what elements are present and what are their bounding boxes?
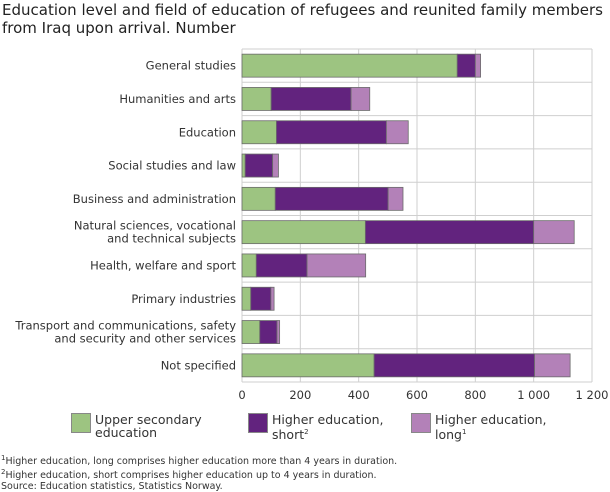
- bar-segment: [387, 186, 404, 211]
- bar-chart: 0 200 400 600 800 1 000 1 200 General studies Hu…: [14, 48, 609, 402]
- chart-title: Education level and field of education o…: [2, 1, 603, 37]
- footnote: 2Higher education, short comprises highe…: [1, 468, 377, 482]
- category-label: Education: [179, 125, 236, 139]
- category-label: General studies: [146, 59, 236, 73]
- bar-segment: [241, 186, 276, 211]
- x-tick-label: 1 200: [576, 388, 609, 402]
- category-label: Humanities and arts: [119, 92, 236, 106]
- category-label: Transport and communications, safety and …: [14, 319, 236, 346]
- bar-segment: [385, 120, 409, 145]
- x-tick-label: 600: [406, 388, 428, 402]
- x-tick-label: 800: [464, 388, 486, 402]
- legend-swatch: [248, 413, 268, 433]
- bar-segment: [241, 286, 252, 311]
- legend-swatch: [71, 413, 91, 433]
- x-tick-label: 0: [238, 388, 245, 402]
- bar-segment: [241, 153, 246, 178]
- bar-segment: [241, 353, 375, 378]
- legend-label: Higher education, long1: [435, 412, 547, 443]
- bar-segment: [241, 320, 261, 344]
- x-tick-label: 400: [348, 388, 370, 402]
- bar-segment: [244, 153, 274, 178]
- footnotes: 1Higher education, long comprises higher…: [1, 453, 397, 492]
- x-tick-label: 1 000: [517, 388, 550, 402]
- bar-segment: [241, 253, 257, 278]
- bar-segment: [259, 320, 278, 344]
- bar-segment: [250, 286, 272, 311]
- footnote: Source: Education statistics, Statistics…: [1, 481, 223, 492]
- bar-segment: [270, 286, 275, 311]
- bar-segment: [456, 53, 476, 78]
- category-label: Not specified: [161, 358, 236, 372]
- bar-segment: [276, 120, 387, 145]
- bar-segment: [364, 220, 535, 245]
- bar-segment: [270, 87, 352, 111]
- bar-segment: [241, 53, 458, 78]
- category-label: Natural sciences, vocational and technica…: [74, 219, 236, 246]
- bar-segment: [373, 353, 535, 378]
- legend-label: Higher education, short2: [272, 412, 384, 443]
- legend-swatch: [411, 413, 431, 433]
- bar-segment: [255, 253, 308, 278]
- category-label: Business and administration: [73, 192, 236, 206]
- bar-segment: [241, 120, 277, 145]
- category-label: Primary industries: [131, 292, 236, 306]
- bar-segment: [474, 53, 481, 78]
- category-label: Social studies and law: [108, 159, 236, 173]
- bar-segment: [241, 87, 272, 111]
- category-label: Health, welfare and sport: [90, 258, 236, 272]
- bar-segment: [533, 220, 575, 245]
- legend-item: Upper secondary education: [71, 413, 202, 439]
- bar-segment: [272, 153, 279, 178]
- bar-segment: [534, 353, 571, 378]
- footnote: 1Higher education, long comprises higher…: [1, 454, 398, 468]
- bar-segment: [274, 186, 389, 211]
- legend-item: Higher education, long1: [411, 413, 547, 441]
- legend-label: Upper secondary education: [95, 412, 202, 440]
- x-tick-label: 200: [289, 388, 311, 402]
- bar-segment: [241, 220, 366, 245]
- legend-item: Higher education, short2: [248, 413, 384, 441]
- bar-segment: [306, 253, 367, 278]
- bar-segment: [350, 87, 371, 111]
- bar-segment: [276, 320, 281, 344]
